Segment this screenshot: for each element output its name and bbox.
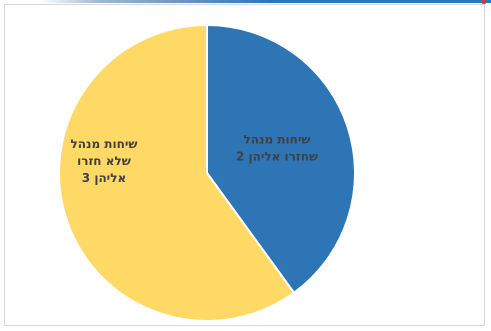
pie-slice-2: [58, 23, 296, 322]
pie-slice-1: [206, 23, 356, 295]
top-accent-strip: [0, 0, 491, 3]
corner-marker: [482, 0, 486, 4]
pie-slices: [58, 23, 356, 322]
slice-label-line: שיחות מנהל: [71, 137, 138, 151]
slice-label-2: שיחות מנהל שלא חזרו אליהן 3: [71, 137, 138, 185]
slice-label-1: שיחות מנהל שחזרו אליהן 2: [236, 133, 318, 164]
slice-label-line: שיחות מנהל: [244, 133, 311, 147]
slice-label-line: אליהן 3: [82, 171, 126, 185]
slice-label-line: שלא חזרו: [77, 154, 131, 168]
pie-labels: שיחות מנהל שחזרו אליהן 2 שיחות מנהל שלא חזר…: [71, 133, 319, 186]
slice-label-line: שחזרו אליהן 2: [236, 150, 318, 164]
